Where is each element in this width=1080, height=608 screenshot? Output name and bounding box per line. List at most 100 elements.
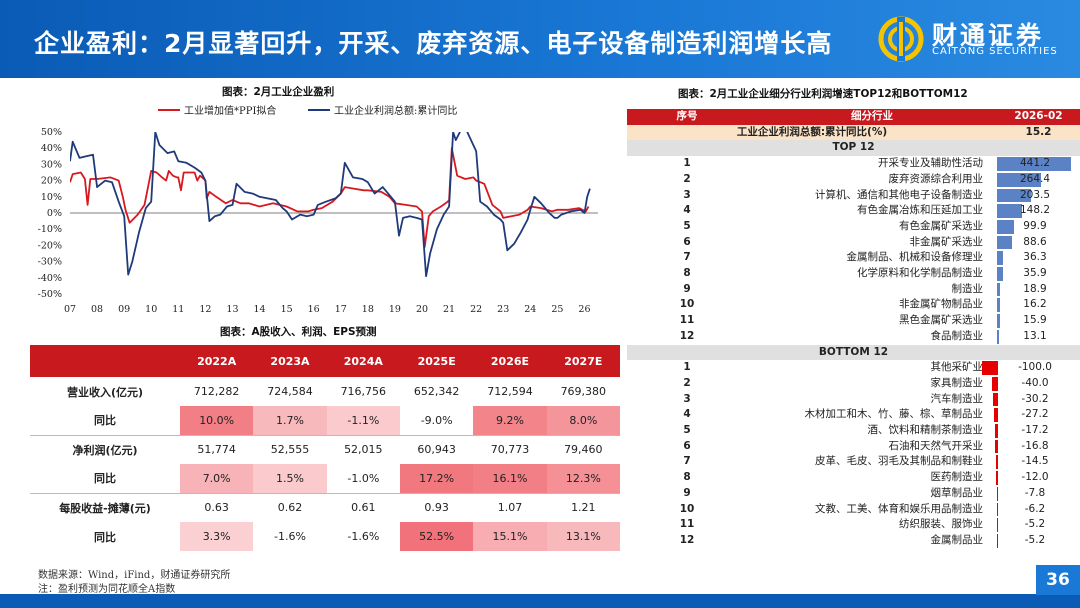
industry-bar [996, 486, 998, 501]
industry-name: 皮革、毛皮、羽毛及其制品和制鞋业 [815, 455, 983, 468]
industry-value: -100.0 [1018, 361, 1052, 374]
industry-value-cell: 16.2 [997, 297, 1080, 313]
industry-value-cell: 36.3 [997, 250, 1080, 266]
forecast-row: 同比 7.0% 1.5% -1.0% 17.2% 16.1% 12.3% [30, 464, 620, 493]
industry-rank: 8 [683, 471, 691, 484]
industry-value-cell: -27.2 [993, 407, 1080, 423]
forecast-cell: -1.6% [347, 530, 380, 543]
forecast-cell: 60,943 [399, 434, 474, 464]
forecast-cell: -1.0% [347, 471, 380, 485]
industry-value-cell: 99.9 [997, 219, 1080, 235]
industry-value: 99.9 [1023, 219, 1047, 232]
industry-table: 序号 细分行业 2026-02 工业企业利润总额:累计同比(%) 15.2 TOP 12 1… [627, 109, 1080, 549]
industry-rank: 6 [683, 439, 691, 452]
industry-row: 2 废弃资源综合利用业 264.4 [627, 172, 1080, 188]
industry-value: 18.9 [1023, 282, 1047, 295]
industry-value-cell: -5.2 [997, 517, 1080, 533]
y-tick-label: -30% [38, 257, 62, 268]
chart-title-forecast: 图表：A股收入、利润、EPS预测 [220, 326, 377, 338]
industry-bar [997, 172, 1042, 187]
x-tick-label: 08 [91, 304, 103, 315]
footer-bar [0, 594, 1080, 608]
forecast-row-label: 同比 [94, 530, 116, 544]
forecast-row: 每股收益-摊薄(元) 0.63 0.62 0.61 0.93 1.07 1.21 [30, 492, 620, 522]
industry-bar [982, 361, 998, 375]
x-tick-label: 07 [64, 304, 76, 315]
industry-row: 1 开采专业及辅助性活动 441.2 [627, 156, 1080, 172]
industry-value-cell: -6.2 [997, 502, 1080, 518]
industry-bar [991, 376, 998, 391]
x-tick-label: 21 [443, 304, 455, 315]
industry-value-cell: 13.1 [997, 329, 1080, 345]
industry-value: 148.2 [1019, 204, 1051, 217]
x-tick-label: 26 [578, 304, 590, 315]
forecast-row: 同比 10.0% 1.7% -1.1% -9.0% 9.2% 8.0% [30, 406, 620, 435]
forecast-header-cell: 2027E [546, 345, 620, 377]
industry-row: 9 烟草制品业 -7.8 [627, 486, 1080, 502]
industry-name: 废弃资源综合利用业 [888, 172, 984, 185]
forecast-cell: 0.93 [399, 492, 474, 522]
industry-name: 化学原料和化学制品制造业 [857, 267, 983, 280]
industry-name: 非金属矿采选业 [909, 235, 984, 248]
industry-bar [993, 408, 998, 423]
industry-row: 8 医药制造业 -12.0 [627, 470, 1080, 486]
industry-value-cell: 15.9 [997, 313, 1080, 329]
industry-bar [997, 282, 1001, 297]
industry-value: 36.3 [1023, 251, 1047, 264]
industry-value: 264.4 [1019, 172, 1051, 185]
section-label: BOTTOM 12 [627, 344, 1080, 361]
forecast-cell: 1.5% [253, 464, 327, 493]
industry-rank: 7 [683, 455, 691, 468]
y-tick-label: -10% [38, 224, 62, 235]
industry-value: -17.2 [1021, 424, 1049, 437]
industry-row: 2 家具制造业 -40.0 [627, 376, 1080, 392]
industry-value-cell: 18.9 [997, 282, 1080, 298]
industry-header-row: 序号 细分行业 2026-02 [627, 109, 1080, 125]
industry-name: 开采专业及辅助性活动 [878, 157, 983, 170]
series-line-1 [70, 147, 590, 248]
data-source: 数据来源：Wind，iFind，财通证券研究所 [38, 570, 231, 581]
industry-value: -7.8 [1024, 486, 1046, 499]
caitong-logo-icon [878, 16, 924, 62]
industry-bar [996, 471, 998, 485]
forecast-cell: 7.0% [180, 464, 254, 493]
industry-value: 88.6 [1023, 235, 1047, 248]
industry-rank: 11 [679, 518, 695, 531]
industry-value: -12.0 [1021, 471, 1049, 484]
industry-value: 203.5 [1019, 188, 1051, 201]
industry-bar [995, 439, 998, 454]
industry-row: 5 酒、饮料和精制茶制造业 -17.2 [627, 423, 1080, 439]
industry-value-cell: -40.0 [991, 376, 1080, 392]
industry-rank: 10 [679, 502, 695, 515]
x-tick-label: 15 [281, 304, 293, 315]
industry-name: 食品制造业 [930, 329, 984, 342]
industry-value: -14.5 [1021, 455, 1049, 468]
industry-row: 9 制造业 18.9 [627, 282, 1080, 298]
industry-value: -27.2 [1021, 408, 1049, 421]
brand-name-en: CAITONG SECURITIES [932, 46, 1058, 57]
x-tick-label: 20 [416, 304, 428, 315]
industry-name: 金属制品业 [930, 533, 984, 546]
industry-value: 441.2 [1019, 157, 1051, 170]
industry-bar [997, 188, 1032, 203]
industry-bar [997, 533, 998, 548]
industry-row: 6 非金属矿采选业 88.6 [627, 235, 1080, 251]
forecast-cell: 10.0% [180, 406, 254, 435]
forecast-cell: 15.1% [473, 522, 547, 551]
industry-rank: 12 [679, 533, 695, 546]
industry-header-cell: 细分行业 [747, 109, 997, 125]
x-tick-label: 12 [199, 304, 211, 315]
y-tick-label: 30% [41, 159, 62, 170]
forecast-cell: -1.1% [326, 406, 400, 435]
industry-rank: 5 [683, 424, 691, 437]
forecast-header-row: 2022A 2023A 2024A 2025E 2026E 2027E [30, 345, 620, 377]
industry-rank: 3 [683, 392, 691, 405]
industry-row: 6 石油和天然气开采业 -16.8 [627, 439, 1080, 455]
industry-name: 家具制造业 [930, 376, 984, 389]
industry-bar [997, 518, 998, 532]
industry-value-cell: 441.2 [997, 156, 1080, 172]
section-bottom: BOTTOM 12 [627, 344, 1080, 361]
industry-row: 10 文教、工美、体育和娱乐用品制造业 -6.2 [627, 502, 1080, 518]
industry-name: 有色金属矿采选业 [899, 219, 983, 232]
industry-row: 11 纺织服装、服饰业 -5.2 [627, 517, 1080, 533]
